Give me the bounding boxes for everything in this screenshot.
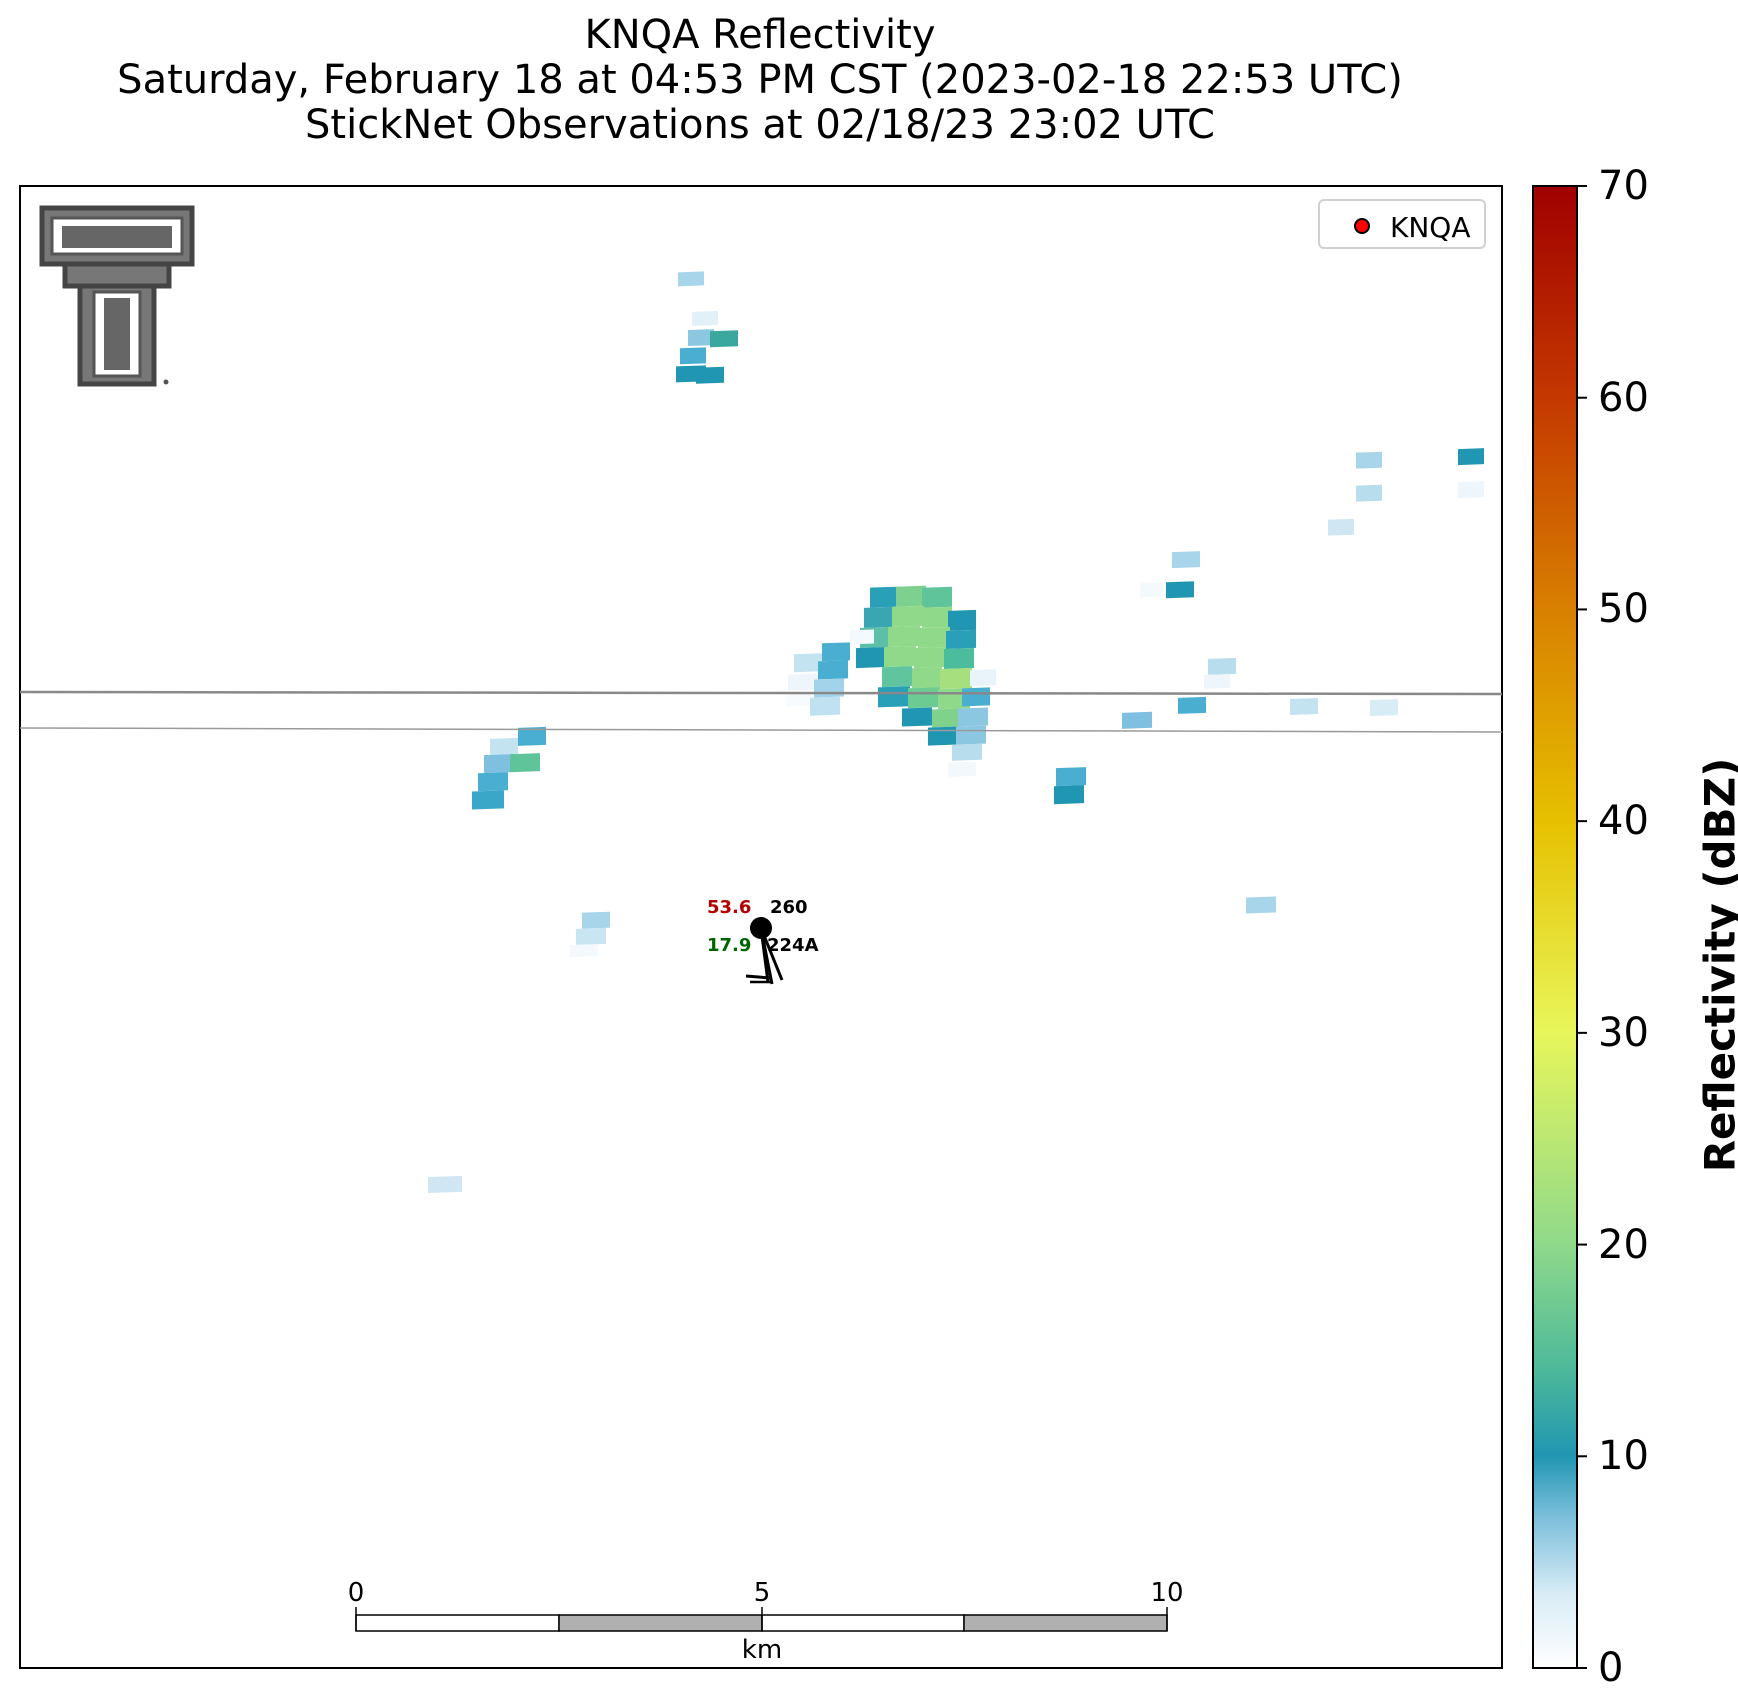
colorbar-tick-label: 10: [1598, 1433, 1649, 1480]
colorbar-label: Reflectivity (dBZ): [1695, 757, 1738, 1173]
scale-bar: [355, 1607, 1168, 1632]
colorbar-tick-label: 0: [1598, 1645, 1624, 1691]
scalebar-unit: km: [741, 1635, 783, 1665]
texas-tech-logo: [39, 205, 195, 387]
station-id: 224A: [767, 935, 819, 956]
map-frame: [19, 185, 1503, 1669]
colorbar-tick-label: 20: [1598, 1221, 1649, 1268]
map-subtitle-time: Saturday, February 18 at 04:53 PM CST (2…: [117, 57, 1403, 103]
station-pressure: 260: [770, 897, 808, 918]
scalebar-label-10: 10: [1150, 1578, 1184, 1608]
colorbar-tick-label: 30: [1598, 1009, 1649, 1056]
map-subtitle-obs: StickNet Observations at 02/18/23 23:02 …: [305, 102, 1215, 148]
colorbar: [1532, 185, 1578, 1669]
colorbar-tick-label: 70: [1598, 163, 1649, 209]
map-legend: KNQA: [1318, 199, 1486, 249]
colorbar-tick-label: 60: [1598, 374, 1649, 421]
boundary-line-upper: [19, 690, 1503, 696]
boundary-line-lower: [19, 727, 1503, 733]
reflectivity-cells: [428, 271, 1484, 1194]
map-title: KNQA Reflectivity: [584, 12, 936, 58]
radar-site-marker: [1354, 218, 1370, 234]
station-temperature: 53.6: [707, 897, 752, 918]
legend-label: KNQA: [1390, 211, 1471, 244]
scalebar-label-5: 5: [753, 1578, 771, 1608]
scalebar-label-0: 0: [347, 1578, 365, 1608]
station-dewpoint: 17.9: [707, 935, 752, 956]
colorbar-tick-label: 40: [1598, 798, 1649, 845]
colorbar-tick-label: 50: [1598, 586, 1649, 633]
station-wind-barb: [745, 917, 784, 985]
